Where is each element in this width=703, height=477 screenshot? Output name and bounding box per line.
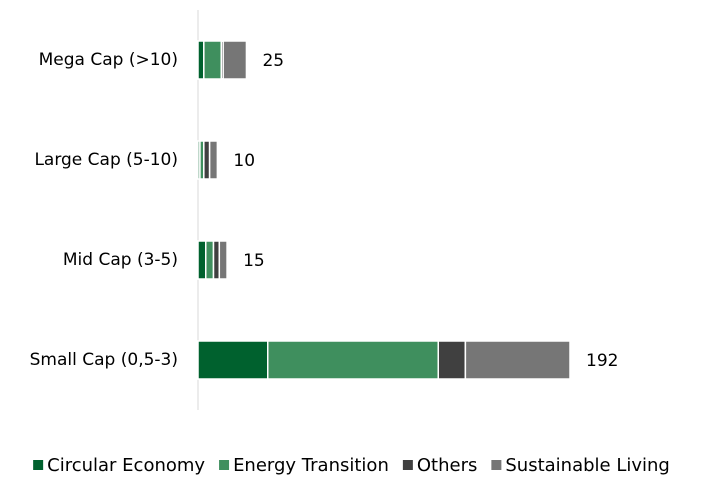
legend-label: Circular Economy [47,455,205,476]
legend-swatch [33,460,44,470]
bar-segment [212,240,221,280]
bar-segment [205,240,215,280]
bar-segment [197,340,269,380]
category-label: Mid Cap (3-5) [63,250,178,270]
legend-swatch [219,460,230,470]
category-label: Large Cap (5-10) [34,150,178,170]
bar-segment [437,340,467,380]
total-label: 10 [233,151,255,171]
legend-swatch [402,460,413,470]
bar-segment [222,40,248,80]
category-label: Mega Cap (>10) [39,50,178,70]
bar-segment [218,240,228,280]
legend-swatch [491,460,502,470]
bar-segment [197,240,207,280]
total-label: 15 [243,251,265,271]
total-label: 192 [586,351,618,371]
category-label: Small Cap (0,5-3) [30,350,178,370]
bar-segment [203,40,222,80]
legend-label: Sustainable Living [505,455,669,476]
legend-label: Energy Transition [233,455,389,476]
bar-segment [464,340,571,380]
legend-label: Others [417,455,478,476]
bar-segment [267,340,439,380]
total-label: 25 [262,51,284,71]
bar-segment [208,140,219,180]
bar-segment [203,140,211,180]
bar-segment [197,40,205,80]
